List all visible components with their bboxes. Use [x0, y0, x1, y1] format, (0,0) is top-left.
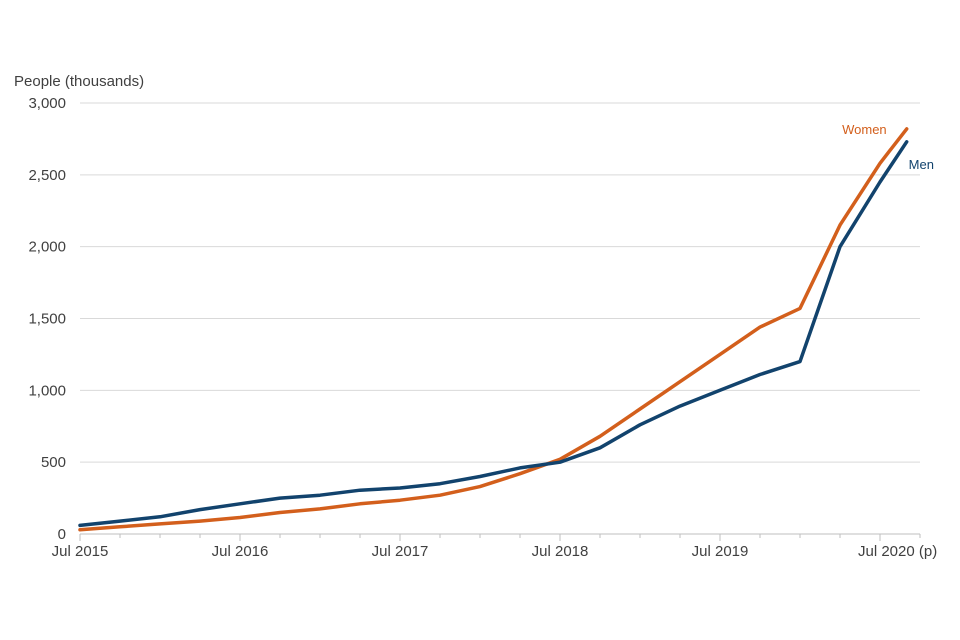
- x-tick-label: Jul 2017: [372, 543, 429, 560]
- series-line-women: [78, 127, 909, 532]
- gridlines: [80, 102, 920, 463]
- y-tick-label: 2,500: [28, 167, 66, 184]
- y-axis-ticks: 0 500 1,000 1,500 2,000 2,500 3,000: [28, 95, 66, 543]
- y-axis-label: People (thousands): [14, 73, 144, 90]
- y-tick-label: 0: [58, 526, 66, 543]
- x-tick-label: Jul 2016: [212, 543, 269, 560]
- x-tick-label: Jul 2018: [532, 543, 589, 560]
- series-line-men: [78, 140, 909, 528]
- y-tick-label: 1,000: [28, 382, 66, 399]
- series-lines: [78, 127, 909, 532]
- x-tick-label: Jul 2019: [692, 543, 749, 560]
- x-axis: Jul 2015 Jul 2016 Jul 2017 Jul 2018 Jul 2019…: [52, 533, 937, 560]
- series-label-women: Women: [842, 122, 887, 137]
- y-tick-label: 500: [41, 454, 66, 471]
- y-tick-label: 1,500: [28, 311, 66, 328]
- series-label-men: Men: [909, 157, 934, 172]
- x-tick-label: Jul 2015: [52, 543, 109, 560]
- x-tick-label: Jul 2020 (p): [858, 543, 937, 560]
- series-labels: Women Men: [842, 122, 934, 172]
- y-tick-label: 3,000: [28, 95, 66, 112]
- y-tick-label: 2,000: [28, 239, 66, 256]
